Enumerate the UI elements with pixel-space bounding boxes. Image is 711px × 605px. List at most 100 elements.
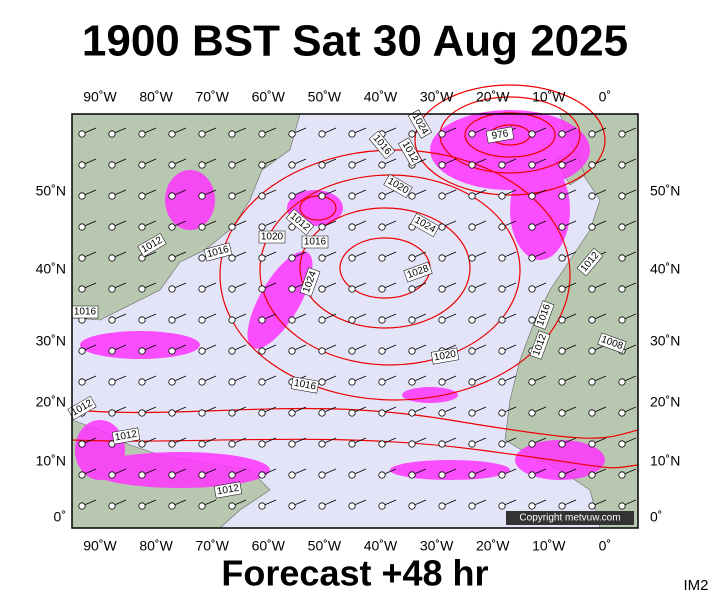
station (168, 254, 176, 262)
station (228, 130, 236, 138)
isobar-label: 1012 (216, 483, 240, 498)
copyright: Copyright metvuw.com (519, 513, 620, 524)
isobar-label-bg (533, 300, 555, 330)
station (258, 347, 266, 355)
station (498, 254, 506, 262)
lat-label: 0˚ (650, 509, 662, 525)
station (408, 502, 416, 510)
station (198, 378, 206, 386)
isobar-label-bg (576, 247, 604, 277)
station (108, 161, 116, 169)
station (138, 161, 146, 169)
station (558, 316, 566, 324)
lon-label: 40˚W (364, 538, 398, 554)
isobar-label-group: 1016 (301, 235, 329, 249)
station (588, 409, 596, 417)
station (318, 316, 326, 324)
station (228, 223, 236, 231)
station (408, 192, 416, 200)
station (468, 378, 476, 386)
isobar-label-bg (403, 261, 433, 283)
lon-label: 60˚W (252, 538, 286, 554)
station (378, 192, 386, 200)
station (288, 130, 296, 138)
station (378, 316, 386, 324)
station (468, 130, 476, 138)
station (198, 409, 206, 417)
station (138, 192, 146, 200)
station (108, 378, 116, 386)
station (618, 471, 626, 479)
station (528, 440, 536, 448)
station (498, 192, 506, 200)
station (588, 502, 596, 510)
lat-label: 20˚N (36, 394, 66, 410)
station (138, 471, 146, 479)
station (138, 378, 146, 386)
station (528, 502, 536, 510)
station (78, 440, 86, 448)
station (558, 254, 566, 262)
station (408, 440, 416, 448)
isobar-label-bg (213, 481, 243, 499)
station (558, 502, 566, 510)
station (198, 192, 206, 200)
station (78, 502, 86, 510)
lat-label: 10˚N (650, 453, 680, 469)
isobar-label-bg (430, 347, 460, 365)
isobar-label: 976 (491, 128, 510, 142)
station (348, 285, 356, 293)
station (108, 254, 116, 262)
station (618, 440, 626, 448)
station (498, 502, 506, 510)
station (558, 223, 566, 231)
station (318, 378, 326, 386)
map-frame (71, 113, 639, 529)
station (168, 378, 176, 386)
product-code: IM2 (683, 577, 708, 594)
station (348, 502, 356, 510)
station (528, 192, 536, 200)
station (258, 471, 266, 479)
axis-labels: 90˚W 90˚W 80˚W 80˚W 70˚W 70˚W 60˚W 60˚W 50˚W 50˚W… (36, 89, 681, 554)
station (528, 285, 536, 293)
precip-area (165, 170, 215, 230)
isobar-label-bg (410, 212, 440, 238)
station (108, 223, 116, 231)
lon-label: 60˚W (252, 89, 286, 105)
station (198, 130, 206, 138)
station (468, 223, 476, 231)
station (138, 130, 146, 138)
station (318, 130, 326, 138)
station (588, 347, 596, 355)
station (318, 409, 326, 417)
isobar-label-group: 1016 (290, 376, 320, 394)
station (618, 378, 626, 386)
station (528, 471, 536, 479)
station (618, 254, 626, 262)
station (438, 130, 446, 138)
isobar-label: 1020 (261, 232, 284, 243)
isobar-label-group: 1020 (258, 230, 286, 244)
station (318, 223, 326, 231)
station (408, 471, 416, 479)
isobar (219, 149, 571, 401)
station (288, 347, 296, 355)
station (558, 409, 566, 417)
station (198, 254, 206, 262)
station (498, 285, 506, 293)
station (378, 409, 386, 417)
precip-area (515, 440, 605, 480)
isobar-label: 1016 (293, 378, 317, 393)
station (348, 161, 356, 169)
station (378, 347, 386, 355)
station (168, 502, 176, 510)
station (138, 223, 146, 231)
isobar-label-group: 1012 (111, 427, 141, 445)
station (258, 378, 266, 386)
station (318, 347, 326, 355)
station (168, 285, 176, 293)
station (198, 440, 206, 448)
isobar-label: 1020 (433, 349, 457, 364)
